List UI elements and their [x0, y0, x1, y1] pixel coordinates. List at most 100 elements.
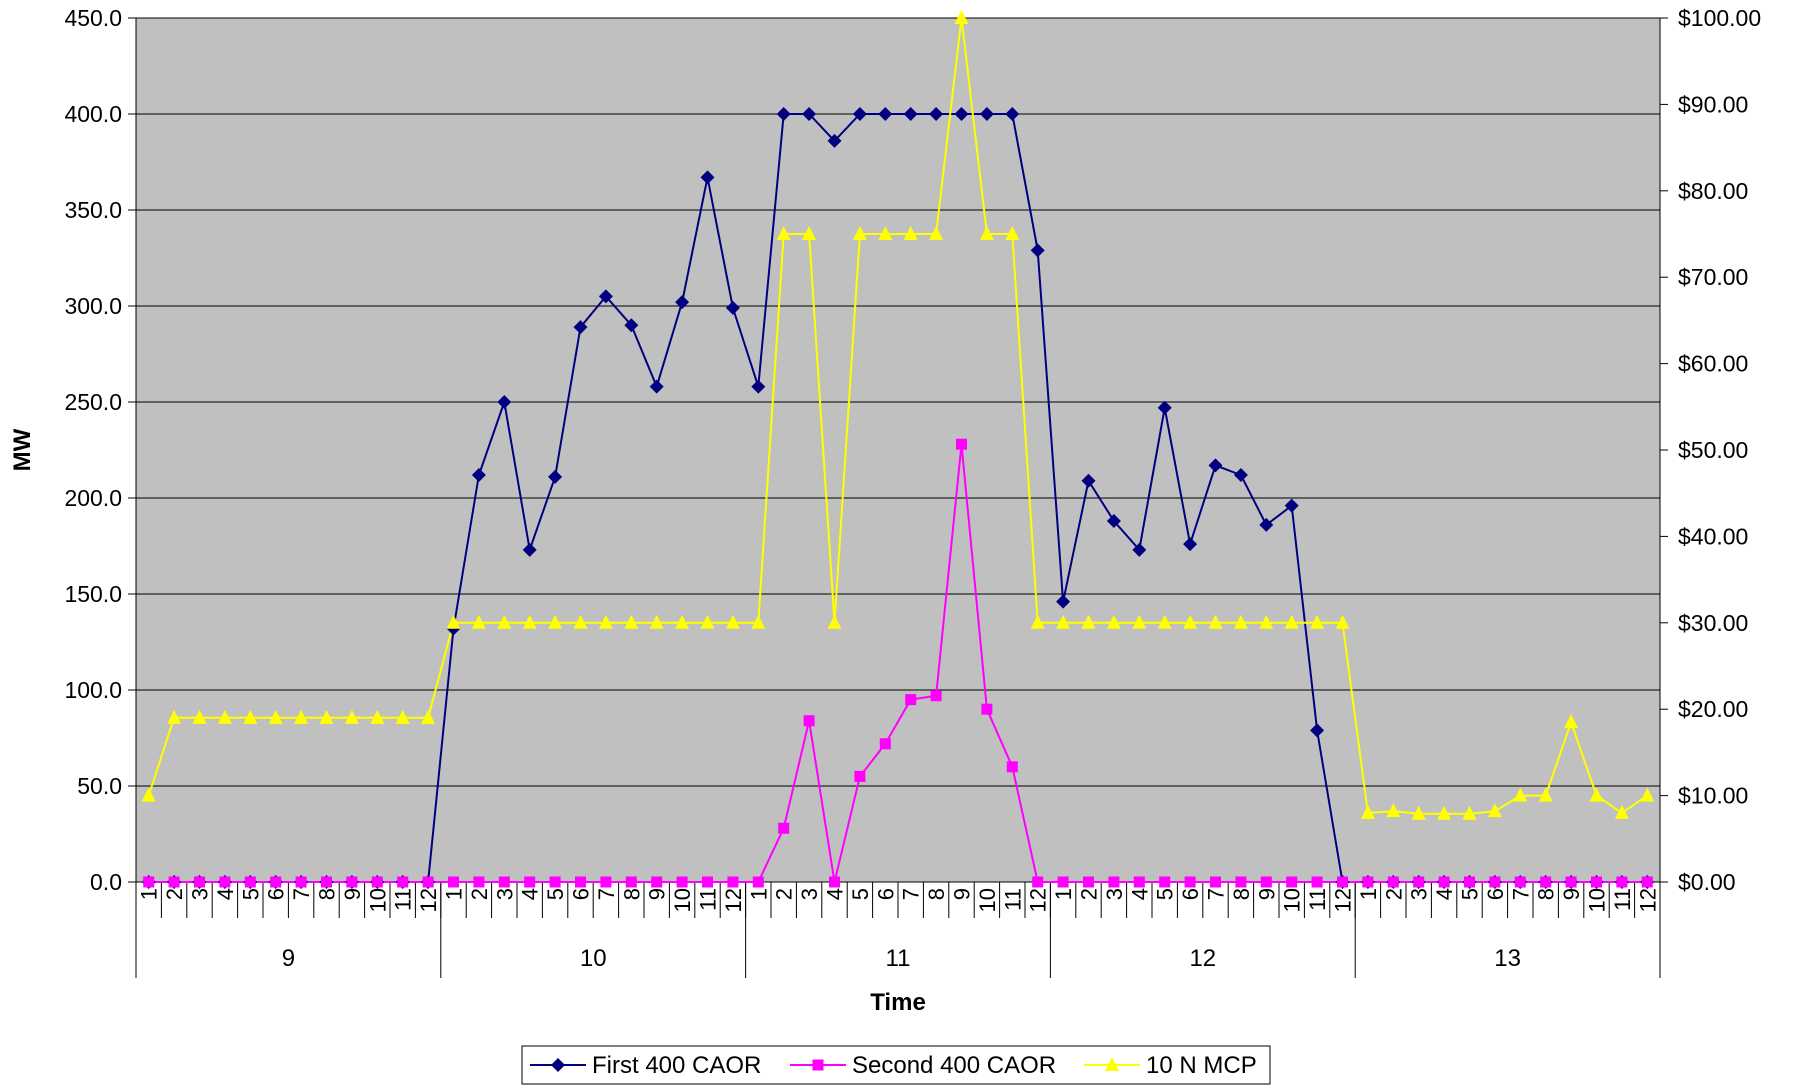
x-interval-label: 11 — [696, 888, 721, 911]
data-point — [954, 10, 969, 24]
data-point — [1538, 787, 1553, 802]
data-point — [1157, 614, 1172, 629]
data-point — [573, 320, 588, 335]
y-axis-title: MW — [9, 428, 36, 471]
x-interval-label: 8 — [924, 888, 949, 900]
data-point — [344, 709, 359, 724]
data-point — [1159, 876, 1171, 888]
data-point — [1108, 876, 1120, 888]
data-point — [651, 876, 663, 888]
x-interval-label: 5 — [1458, 888, 1483, 900]
x-interval-label: 6 — [1178, 888, 1203, 900]
data-point — [1208, 458, 1223, 473]
data-point — [1259, 614, 1274, 629]
y-tick-label: 450.0 — [64, 5, 122, 31]
data-point — [217, 709, 232, 724]
x-interval-label: 1 — [746, 888, 771, 900]
data-point — [1210, 876, 1221, 888]
data-point — [1132, 542, 1147, 557]
x-interval-label: 8 — [1229, 888, 1254, 900]
data-point — [1005, 226, 1020, 240]
data-point — [751, 379, 766, 394]
x-interval-label: 3 — [188, 888, 213, 900]
y-tick-label: 250.0 — [64, 389, 122, 415]
data-point — [1413, 876, 1425, 888]
data-point — [1616, 876, 1628, 888]
data-point — [1286, 876, 1298, 888]
x-interval-label: 10 — [1585, 888, 1610, 912]
data-point — [752, 876, 764, 888]
x-interval-label: 1 — [1356, 888, 1381, 900]
data-point — [802, 107, 817, 121]
data-point — [751, 614, 766, 629]
data-point — [1083, 876, 1094, 888]
x-hour-label: 13 — [1494, 945, 1521, 972]
legend-label: 10 N MCP — [1146, 1052, 1257, 1079]
data-point — [1311, 876, 1323, 888]
y2-tick-label: $60.00 — [1678, 351, 1748, 377]
data-point — [725, 300, 740, 315]
x-hour-label: 12 — [1189, 945, 1216, 972]
data-point — [700, 614, 715, 629]
data-point — [725, 614, 740, 629]
x-interval-label: 5 — [238, 888, 263, 900]
data-point — [649, 379, 664, 394]
x-hour-label: 11 — [886, 945, 911, 972]
data-point — [1208, 614, 1223, 629]
data-point — [854, 770, 866, 782]
data-point — [168, 876, 180, 888]
x-interval-label: 4 — [1127, 888, 1152, 900]
legend: First 400 CAOR Second 400 CAOR 10 N MCP — [521, 1045, 1271, 1085]
x-interval-label: 12 — [721, 888, 746, 912]
data-point — [624, 614, 639, 629]
data-point — [319, 709, 334, 724]
x-interval-label: 6 — [264, 888, 289, 900]
data-point — [497, 395, 512, 409]
data-point — [598, 289, 613, 304]
data-point — [397, 876, 409, 888]
data-point — [1106, 614, 1121, 629]
x-interval-label: 7 — [289, 888, 314, 900]
data-point — [827, 133, 842, 148]
y2-tick-label: $80.00 — [1678, 178, 1748, 204]
data-point — [600, 876, 612, 888]
x-interval-label: 8 — [1534, 888, 1559, 900]
data-point — [1005, 107, 1020, 121]
data-point — [1565, 876, 1577, 888]
data-point — [776, 226, 791, 240]
data-point — [1411, 805, 1426, 820]
data-point — [1056, 614, 1071, 629]
data-point — [903, 226, 918, 240]
data-point — [954, 107, 969, 121]
data-point — [371, 876, 383, 888]
data-point — [702, 876, 713, 888]
x-interval-label: 2 — [162, 888, 187, 900]
data-point — [194, 876, 205, 888]
x-interval-label: 3 — [1102, 888, 1127, 900]
x-interval-label: 7 — [1204, 888, 1229, 900]
legend-marker — [812, 1059, 824, 1071]
data-point — [829, 876, 840, 888]
data-point — [471, 614, 486, 629]
x-interval-label: 9 — [340, 888, 365, 900]
x-hour-label: 10 — [580, 945, 607, 972]
data-point — [1310, 614, 1325, 629]
data-point — [446, 614, 461, 629]
data-point — [1514, 876, 1526, 888]
series-markers — [141, 10, 1655, 889]
y2-tick-label: $40.00 — [1678, 523, 1748, 549]
data-point — [827, 614, 842, 629]
data-point — [1259, 517, 1274, 532]
data-point — [1030, 614, 1045, 629]
x-interval-label: 2 — [772, 888, 797, 900]
data-point — [1032, 876, 1044, 888]
data-point — [1030, 243, 1045, 258]
data-point — [625, 876, 637, 888]
x-interval-label: 4 — [518, 888, 543, 900]
legend-marker — [551, 1058, 565, 1072]
y-tick-label: 100.0 — [64, 677, 122, 703]
x-interval-label: 9 — [1254, 888, 1279, 900]
x-interval-label: 1 — [442, 888, 467, 900]
data-point — [649, 614, 664, 629]
data-point — [1464, 876, 1475, 888]
